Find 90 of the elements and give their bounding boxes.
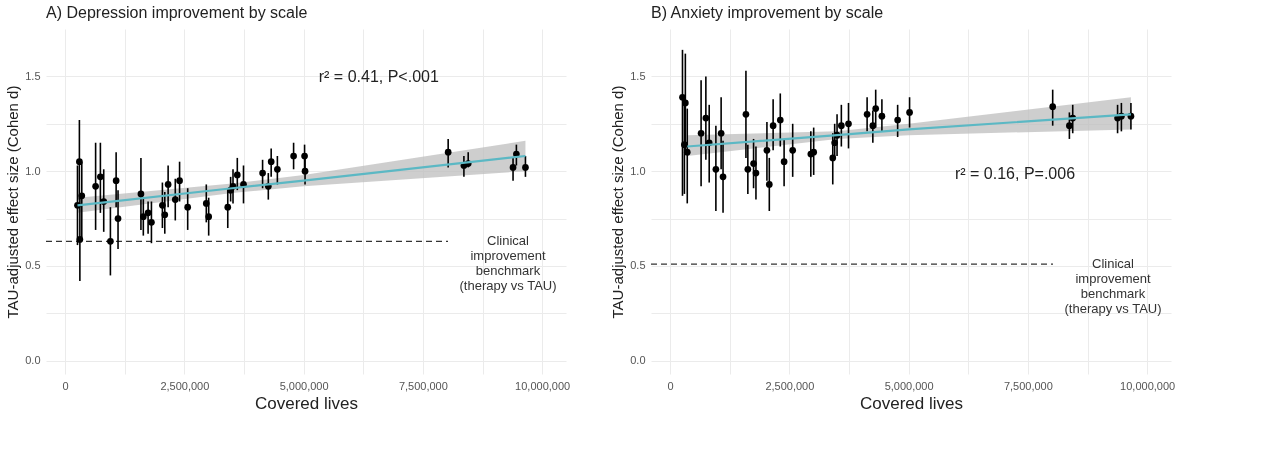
point bbox=[742, 110, 750, 118]
point bbox=[752, 169, 760, 177]
point bbox=[869, 122, 877, 130]
point bbox=[769, 122, 777, 130]
point bbox=[878, 112, 886, 120]
point bbox=[894, 116, 901, 124]
point bbox=[712, 165, 720, 173]
point bbox=[444, 148, 452, 156]
y-tick-label: 0.5 bbox=[630, 259, 646, 272]
point bbox=[184, 203, 192, 211]
x-tick-label: 7,500,000 bbox=[398, 379, 448, 392]
point bbox=[76, 236, 84, 243]
y-axis-title: TAU-adjusted effect size (Cohen d) bbox=[4, 85, 22, 319]
point bbox=[171, 196, 179, 203]
point bbox=[829, 154, 837, 162]
x-tick-label: 10,000,000 bbox=[1120, 379, 1176, 392]
point bbox=[702, 114, 710, 122]
point bbox=[509, 164, 517, 171]
point bbox=[176, 177, 183, 184]
ref-line-label: Clinical improvement benchmark (therapy vs TAU) bbox=[459, 233, 557, 294]
point bbox=[719, 173, 727, 181]
x-tick-label: 0 bbox=[667, 379, 674, 392]
y-axis-title: TAU-adjusted effect size (Cohen d) bbox=[609, 85, 627, 319]
point bbox=[763, 146, 771, 154]
point bbox=[144, 209, 152, 217]
point bbox=[161, 211, 169, 219]
y-tick-label: 1.0 bbox=[630, 164, 646, 177]
point bbox=[744, 165, 752, 173]
point bbox=[76, 158, 83, 166]
y-tick-label: 1.0 bbox=[25, 164, 41, 177]
point bbox=[717, 129, 725, 137]
point bbox=[301, 152, 308, 160]
chart-title: A) Depression improvement by scale bbox=[46, 4, 308, 21]
x-tick-label: 5,000,000 bbox=[279, 379, 329, 392]
point bbox=[205, 213, 213, 221]
point bbox=[697, 129, 705, 137]
x-tick-label: 7,500,000 bbox=[1003, 379, 1053, 392]
point bbox=[202, 200, 210, 207]
point bbox=[148, 219, 155, 226]
annotation: r² = 0.16, P=.006 bbox=[954, 164, 1076, 182]
y-tick-label: 1.5 bbox=[630, 69, 646, 82]
y-tick-label: 0.0 bbox=[630, 354, 646, 367]
point bbox=[681, 141, 688, 148]
annotation: r² = 0.41, P<.001 bbox=[318, 68, 439, 86]
y-tick-label: 0.5 bbox=[25, 259, 41, 272]
point bbox=[522, 164, 529, 171]
point bbox=[765, 181, 773, 188]
point bbox=[776, 116, 784, 124]
point bbox=[97, 173, 104, 181]
point bbox=[872, 105, 880, 112]
x-tick-label: 10,000,000 bbox=[515, 379, 571, 392]
point bbox=[1066, 122, 1073, 130]
point bbox=[274, 165, 281, 173]
point bbox=[112, 177, 120, 184]
chart-title: B) Anxiety improvement by scale bbox=[651, 4, 884, 21]
point bbox=[159, 201, 166, 209]
point bbox=[301, 167, 309, 175]
point bbox=[837, 122, 845, 130]
point bbox=[789, 146, 797, 154]
point bbox=[107, 237, 114, 245]
point bbox=[92, 182, 99, 190]
point bbox=[290, 152, 297, 160]
ref-line-label: Clinical improvement benchmark (therapy vs TAU) bbox=[1064, 256, 1162, 317]
point bbox=[139, 213, 147, 221]
point bbox=[164, 181, 172, 188]
x-axis-title: Covered lives bbox=[255, 393, 358, 413]
point bbox=[679, 93, 686, 101]
line-series bbox=[76, 154, 527, 207]
point bbox=[78, 192, 86, 200]
point bbox=[683, 148, 691, 156]
x-tick-label: 2,500,000 bbox=[160, 379, 210, 392]
x-tick-label: 2,500,000 bbox=[765, 379, 815, 392]
point bbox=[750, 160, 757, 167]
point bbox=[259, 169, 266, 177]
point bbox=[233, 171, 241, 179]
x-tick-label: 0 bbox=[62, 379, 69, 392]
point bbox=[906, 109, 913, 116]
x-axis-title: Covered lives bbox=[860, 393, 963, 413]
point bbox=[1049, 103, 1057, 111]
point bbox=[831, 139, 839, 147]
point bbox=[863, 110, 871, 118]
point bbox=[224, 203, 232, 211]
point bbox=[267, 158, 275, 166]
point bbox=[137, 190, 145, 198]
y-tick-label: 0.0 bbox=[25, 354, 41, 367]
point bbox=[114, 215, 122, 222]
point bbox=[780, 158, 788, 166]
point bbox=[845, 120, 852, 128]
y-tick-label: 1.5 bbox=[25, 69, 41, 82]
x-tick-label: 5,000,000 bbox=[884, 379, 934, 392]
